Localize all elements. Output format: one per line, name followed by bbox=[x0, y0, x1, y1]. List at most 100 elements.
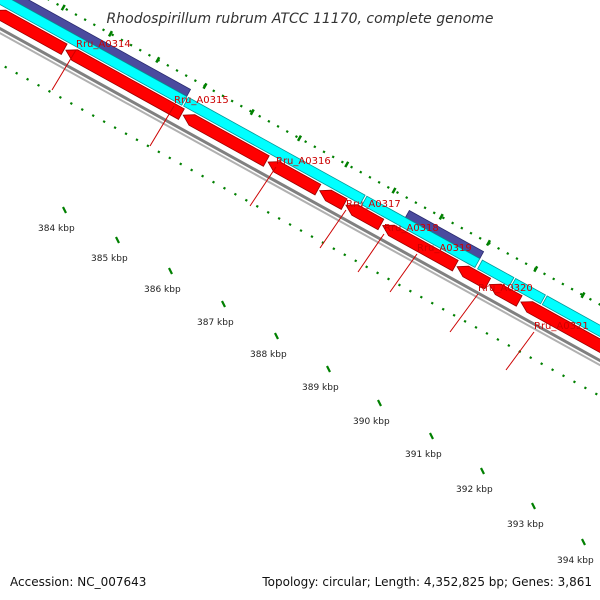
scale-major-tick bbox=[115, 236, 120, 244]
gc-tick bbox=[405, 196, 409, 200]
gc-tick bbox=[377, 180, 381, 184]
gc-tick bbox=[542, 272, 546, 276]
scale-tick-label: 391 kbp bbox=[405, 450, 442, 460]
gc-tick bbox=[441, 307, 445, 311]
gc-tick bbox=[58, 95, 62, 99]
gene-label[interactable]: Rru_A0316 bbox=[276, 156, 331, 167]
gc-major-tick bbox=[533, 265, 539, 273]
gc-tick bbox=[277, 216, 281, 220]
gc-tick bbox=[37, 83, 41, 87]
scale-tick-label: 385 kbp bbox=[91, 254, 128, 264]
gc-tick bbox=[222, 186, 226, 190]
gc-tick bbox=[124, 132, 128, 136]
gc-tick bbox=[179, 162, 183, 166]
gc-tick bbox=[332, 247, 336, 251]
gc-tick bbox=[129, 43, 133, 47]
gc-tick bbox=[4, 65, 8, 69]
gc-tick bbox=[102, 120, 106, 124]
gc-tick bbox=[414, 201, 418, 205]
feature-reverse-cds bbox=[319, 189, 348, 210]
gc-tick bbox=[485, 331, 489, 335]
gc-tick bbox=[294, 135, 298, 139]
gc-tick bbox=[430, 301, 434, 305]
gc-major-tick bbox=[249, 108, 255, 116]
gc-tick bbox=[441, 216, 445, 220]
gene-label-layer: Rru_A0314 Rru_A0315 Rru_A0316 Rru_A0317 Rru_… bbox=[51, 39, 589, 371]
gc-tick bbox=[496, 337, 500, 341]
feature-reverse-cds bbox=[0, 9, 68, 56]
gc-tick bbox=[365, 265, 369, 269]
gc-major-tick bbox=[344, 161, 350, 168]
gc-tick bbox=[138, 48, 142, 52]
gene-leader-line bbox=[319, 209, 347, 249]
gc-tick bbox=[212, 89, 216, 93]
gene-leader-line bbox=[449, 293, 479, 333]
feature-forward-cds bbox=[477, 259, 515, 287]
gc-tick bbox=[184, 74, 188, 78]
gc-tick bbox=[175, 69, 179, 73]
gc-tick bbox=[101, 28, 105, 32]
gene-label[interactable]: Rru_A0318 bbox=[384, 223, 439, 234]
scale-tick-label: 387 kbp bbox=[197, 318, 234, 328]
gc-tick bbox=[579, 292, 583, 296]
gc-tick bbox=[267, 119, 271, 123]
gc-tick bbox=[65, 8, 69, 11]
gc-major-tick bbox=[60, 4, 66, 11]
gc-tick bbox=[120, 38, 124, 42]
gc-tick bbox=[463, 319, 467, 323]
gene-label[interactable]: Rru_A0319 bbox=[417, 243, 472, 254]
scale-major-tick bbox=[62, 206, 67, 214]
gc-tick bbox=[469, 231, 473, 235]
gc-major-tick bbox=[580, 291, 586, 299]
gene-leader-line bbox=[149, 105, 175, 147]
gc-tick bbox=[561, 282, 565, 286]
gc-major-tick bbox=[391, 187, 397, 194]
gc-tick bbox=[258, 114, 262, 118]
gc-tick bbox=[340, 160, 344, 164]
gc-tick bbox=[193, 79, 197, 83]
gc-major-tick bbox=[485, 239, 492, 247]
map-title: Rhodospirillum rubrum ATCC 11170, comple… bbox=[107, 11, 494, 27]
gene-label[interactable]: Rru_A0320 bbox=[478, 283, 533, 294]
gc-tick bbox=[321, 241, 325, 245]
gc-tick bbox=[157, 150, 161, 154]
scale-tick-label: 384 kbp bbox=[38, 224, 75, 234]
gc-tick bbox=[248, 109, 252, 113]
feature-reverse-cds bbox=[182, 114, 270, 167]
gc-tick bbox=[74, 13, 78, 17]
feature-reverse-cds bbox=[345, 204, 385, 231]
gene-label[interactable]: Rru_A0314 bbox=[76, 39, 131, 50]
genome-backbone-inner bbox=[0, 32, 600, 367]
gc-tick bbox=[310, 235, 314, 239]
gene-label[interactable]: Rru_A0315 bbox=[174, 95, 229, 106]
gene-label[interactable]: Rru_A0317 bbox=[346, 199, 401, 210]
scale-major-tick bbox=[274, 332, 279, 340]
gene-label[interactable]: Rru_A0321 bbox=[534, 321, 589, 332]
gc-tick bbox=[551, 368, 555, 372]
gc-tick bbox=[147, 53, 151, 57]
feature-reverse-cds bbox=[488, 283, 523, 307]
gc-tick bbox=[91, 114, 95, 118]
gc-tick bbox=[80, 108, 84, 112]
gc-tick bbox=[47, 89, 51, 93]
scale-major-tick bbox=[168, 267, 173, 275]
gc-tick bbox=[168, 156, 172, 160]
gc-tick bbox=[529, 356, 533, 360]
gc-tick bbox=[111, 33, 115, 37]
gc-tick bbox=[387, 277, 390, 281]
gc-tick bbox=[299, 229, 303, 233]
gc-tick bbox=[478, 236, 482, 240]
gc-tick bbox=[56, 2, 60, 6]
scale-major-tick bbox=[221, 300, 226, 308]
gc-tick bbox=[201, 174, 205, 178]
feature-reverse-cds bbox=[456, 265, 492, 290]
feature-forward-cds bbox=[0, 0, 188, 106]
scale-major-tick bbox=[377, 399, 382, 407]
feature-reverse-cds bbox=[520, 301, 600, 354]
gc-tick bbox=[92, 23, 96, 27]
gc-tick bbox=[359, 170, 363, 174]
gc-tick bbox=[572, 380, 576, 384]
feature-reverse-cds bbox=[382, 224, 459, 272]
